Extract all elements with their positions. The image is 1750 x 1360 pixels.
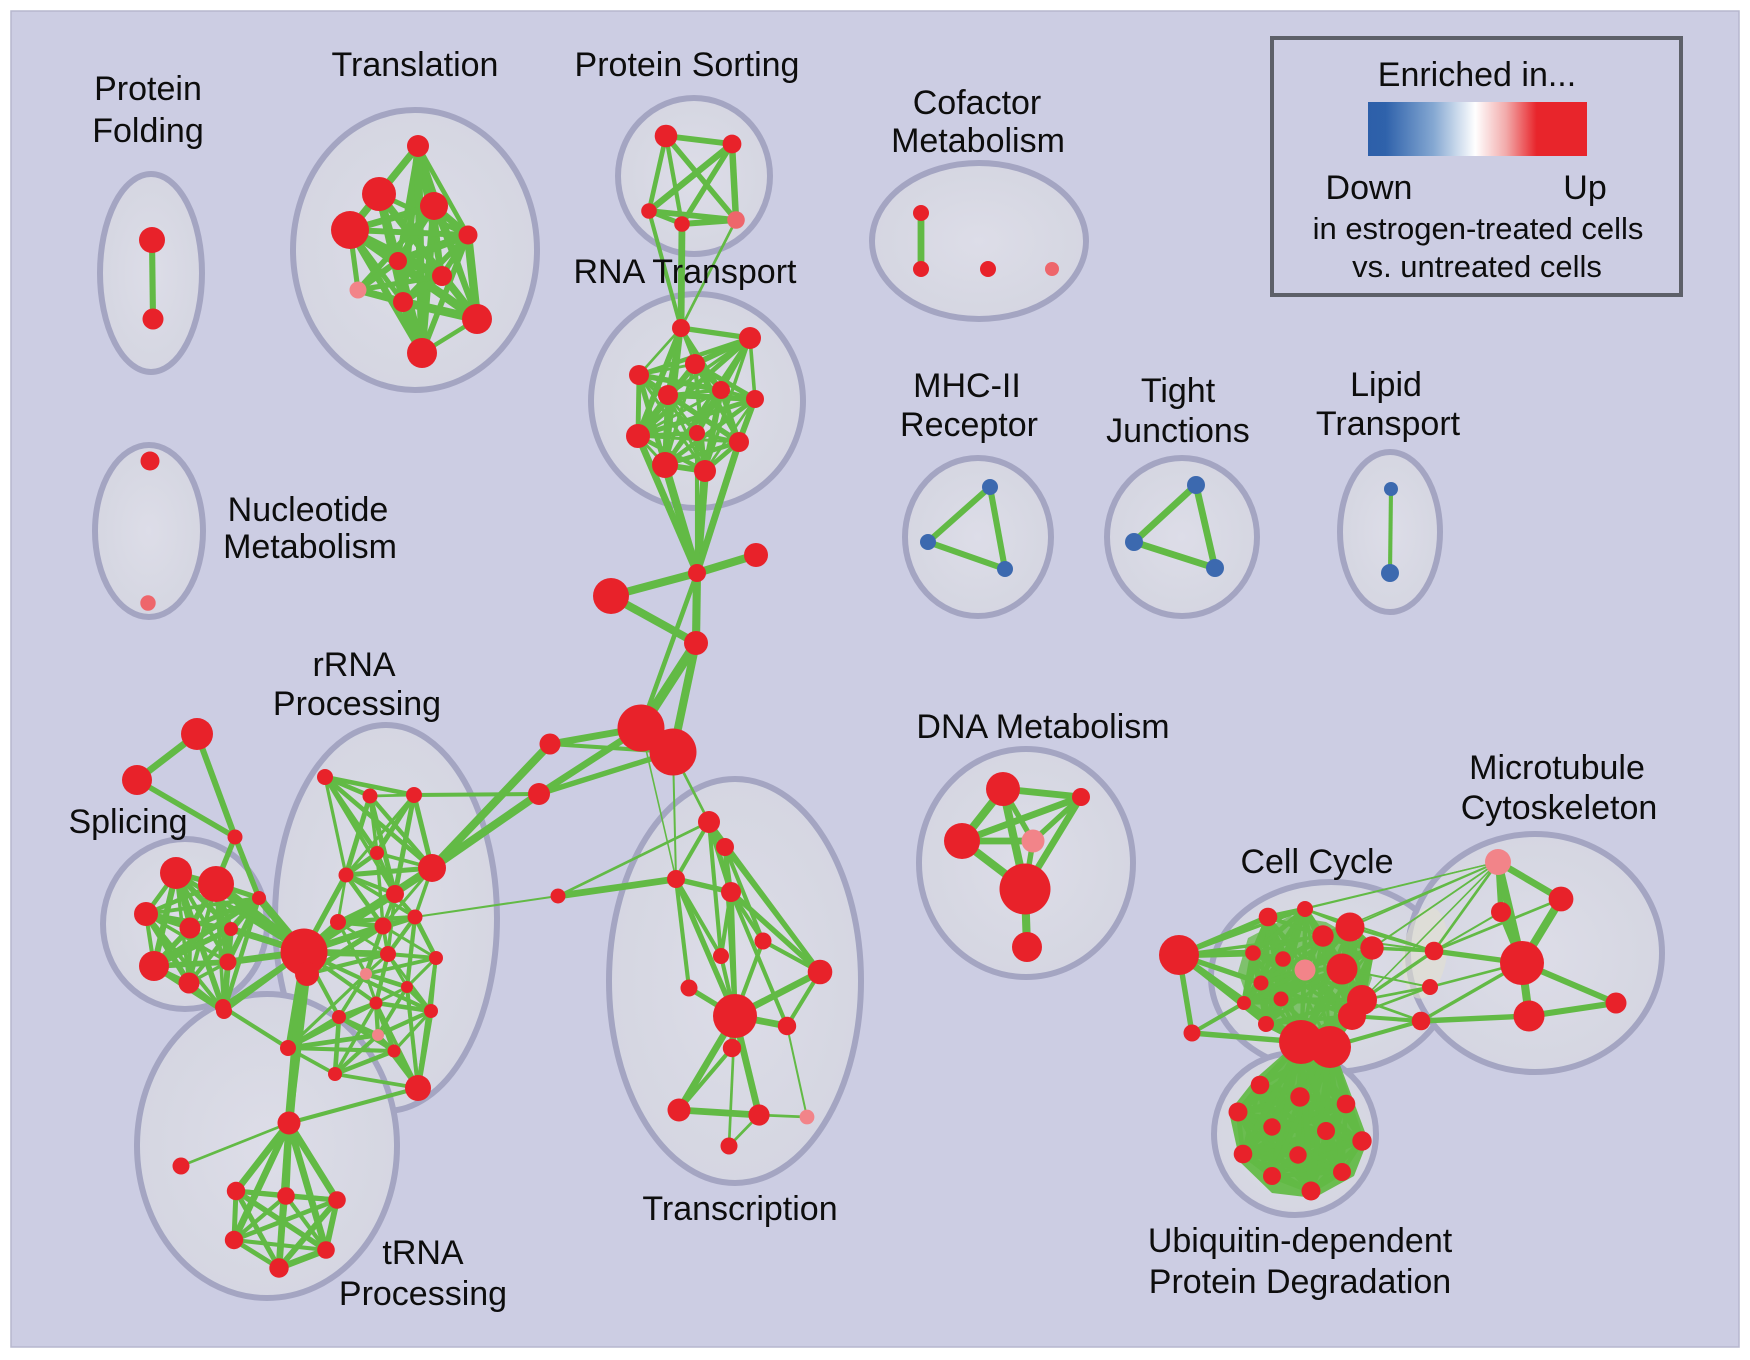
svg-text:Protein: Protein [94,70,202,108]
svg-text:RNA Transport: RNA Transport [574,253,798,291]
svg-text:Junctions: Junctions [1106,412,1250,450]
svg-text:Lipid: Lipid [1350,366,1422,404]
svg-text:Cell Cycle: Cell Cycle [1240,843,1393,881]
svg-text:Receptor: Receptor [900,406,1038,444]
svg-text:Tight: Tight [1141,372,1216,410]
svg-text:Cofactor: Cofactor [913,84,1042,122]
svg-text:Up: Up [1563,169,1606,207]
svg-text:Ubiquitin-dependent: Ubiquitin-dependent [1148,1222,1453,1260]
svg-text:Enriched in...: Enriched in... [1378,56,1576,94]
svg-text:Processing: Processing [339,1275,507,1313]
svg-text:Splicing: Splicing [68,803,187,841]
svg-text:in estrogen-treated cells: in estrogen-treated cells [1313,211,1644,246]
svg-text:DNA Metabolism: DNA Metabolism [916,708,1169,746]
svg-text:Translation: Translation [332,46,499,84]
svg-text:MHC-II: MHC-II [913,367,1021,405]
svg-text:Metabolism: Metabolism [891,122,1065,160]
svg-text:tRNA: tRNA [382,1234,464,1272]
svg-text:rRNA: rRNA [312,646,395,684]
svg-text:Transport: Transport [1316,405,1461,443]
svg-text:Metabolism: Metabolism [223,528,397,566]
svg-text:Microtubule: Microtubule [1469,749,1645,787]
svg-text:Protein Sorting: Protein Sorting [575,46,800,84]
svg-text:Folding: Folding [92,112,204,150]
svg-text:Nucleotide: Nucleotide [228,491,389,529]
svg-text:Protein Degradation: Protein Degradation [1149,1263,1451,1301]
svg-text:Processing: Processing [273,685,441,723]
svg-text:Down: Down [1326,169,1413,207]
svg-text:Transcription: Transcription [642,1190,837,1228]
svg-text:Cytoskeleton: Cytoskeleton [1461,789,1658,827]
svg-text:vs. untreated cells: vs. untreated cells [1352,249,1602,284]
